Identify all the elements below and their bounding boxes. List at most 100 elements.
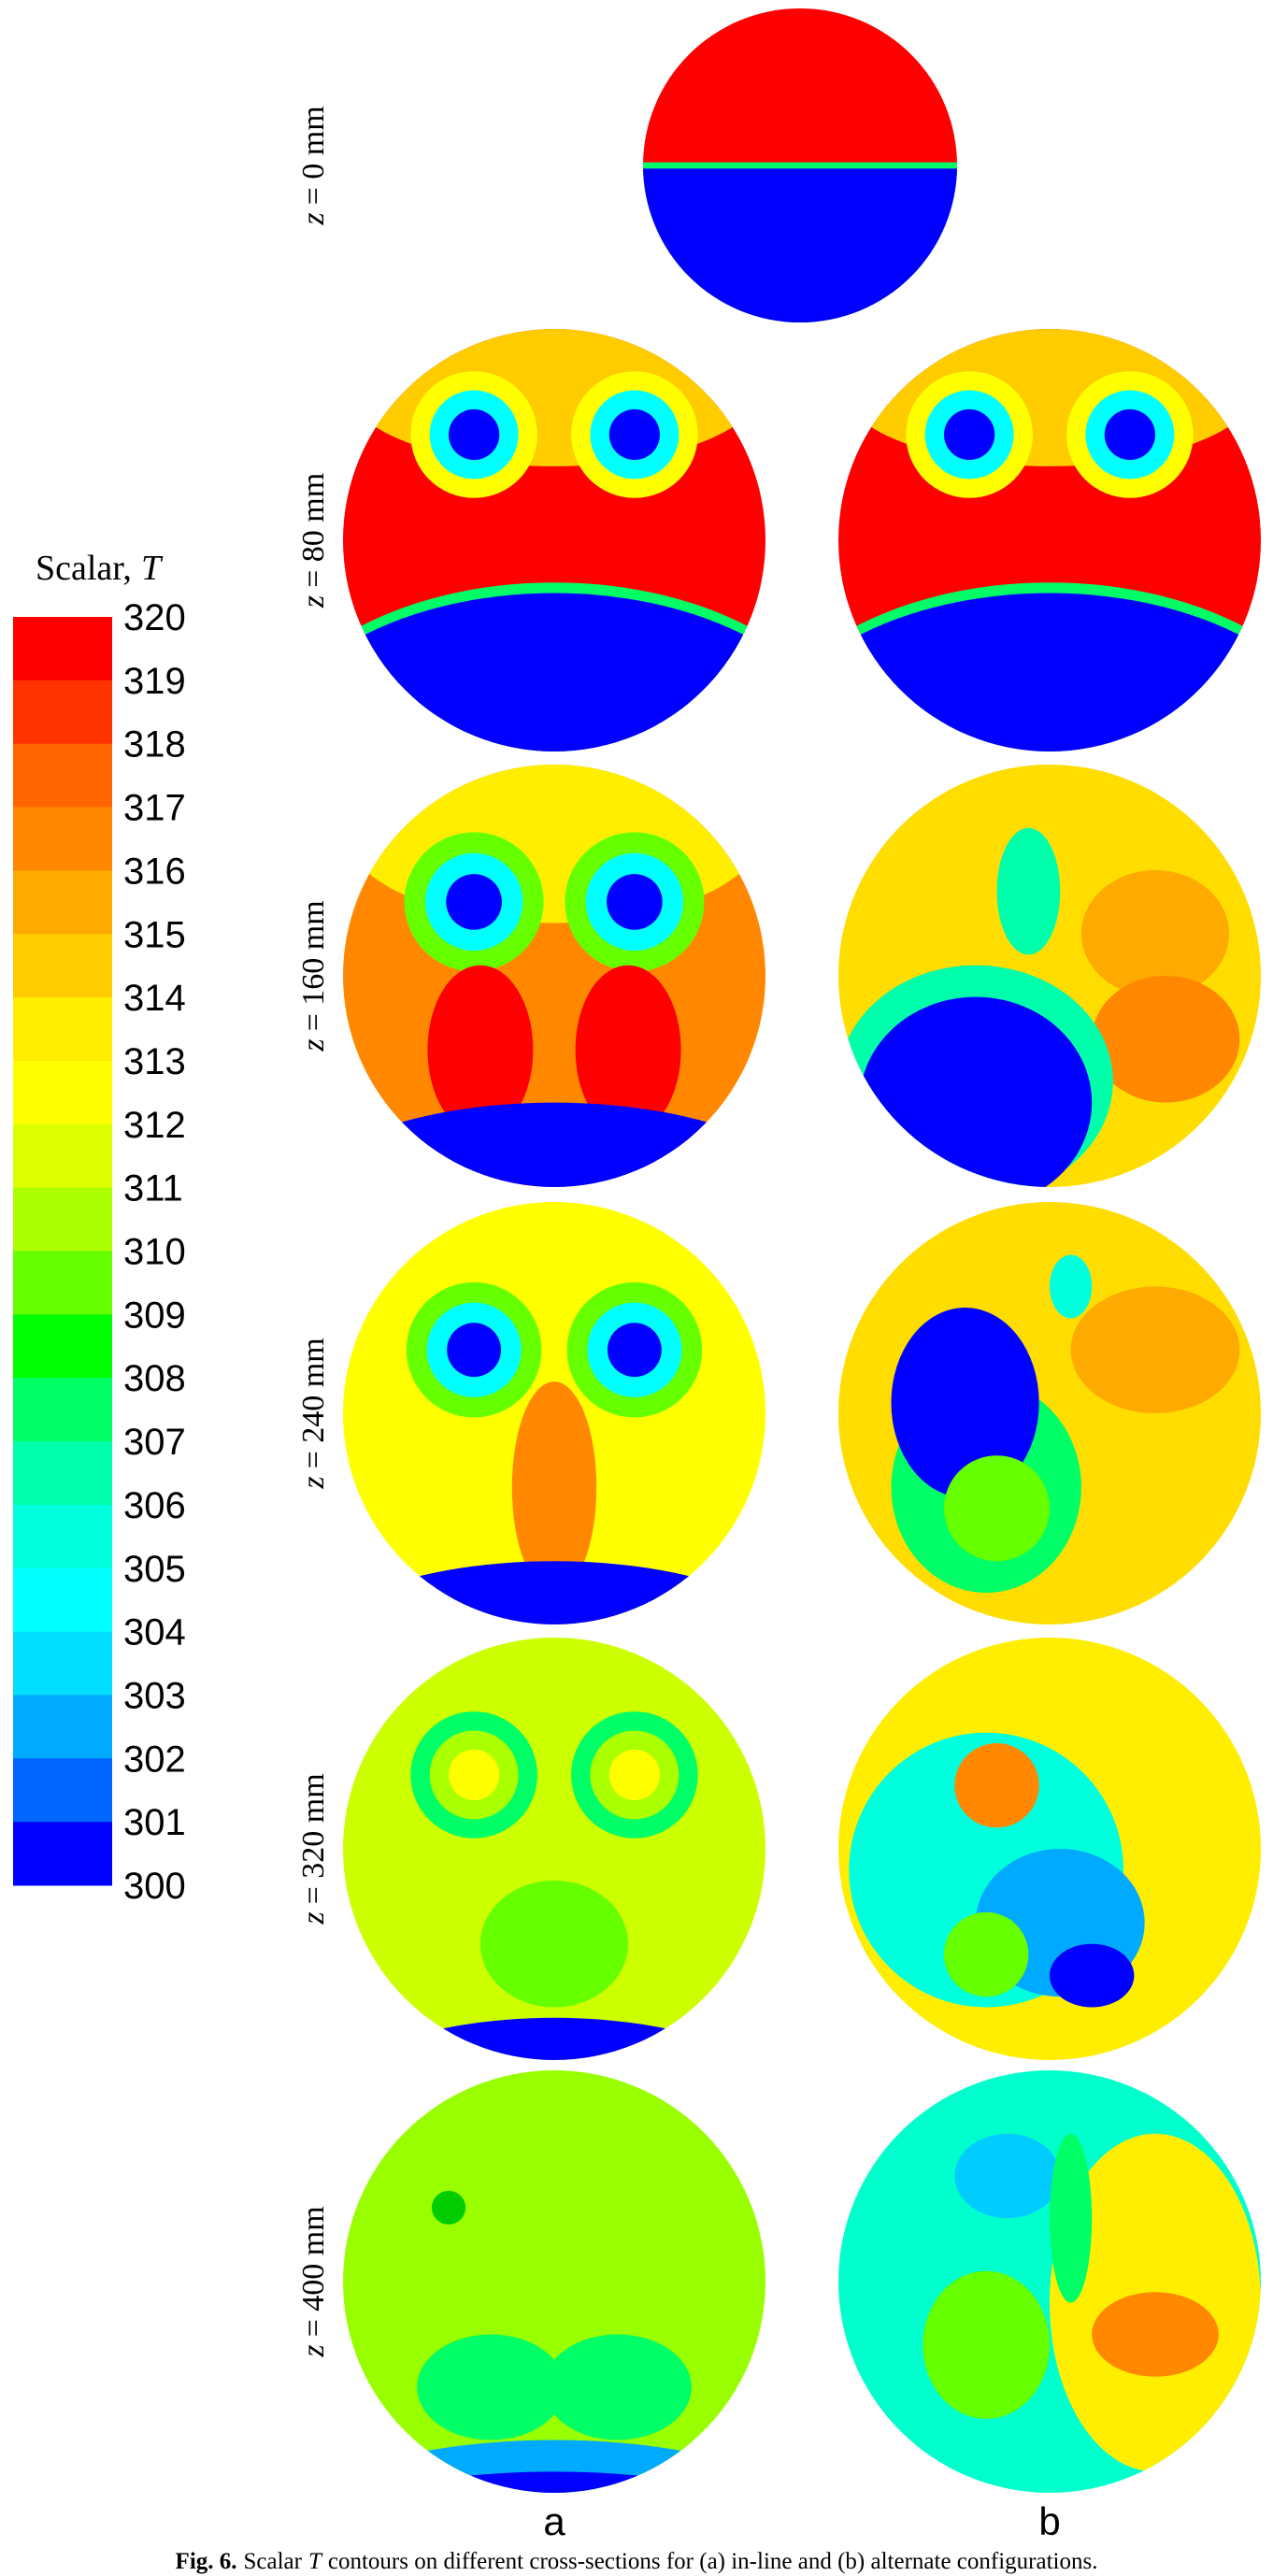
colorbar-band [13, 1567, 112, 1633]
colorbar-band [13, 1822, 112, 1886]
contour-region [449, 1749, 500, 1801]
colorbar-tick-label: 314 [123, 978, 186, 1019]
colorbar-tick-label: 316 [123, 851, 186, 892]
contour-region [449, 408, 500, 461]
colorbar-tick-label: 309 [123, 1295, 186, 1336]
contour-region [446, 874, 502, 930]
row-label-text: = 80 mm [296, 473, 331, 588]
contour-region [859, 996, 1093, 1187]
row-labels: z = 0 mm z = 80 mm z = 160 mm z = 240 mm z = 320 … [296, 106, 331, 2357]
colorbar-tick-label: 313 [123, 1041, 186, 1082]
contour-panel [838, 765, 1261, 1187]
colorbar-band [13, 1251, 112, 1315]
contour-region [1080, 870, 1230, 997]
caption-var: T [308, 2549, 323, 2574]
colorbar-band [13, 1441, 112, 1506]
colorbar-band [13, 1758, 112, 1823]
column-label: a [543, 2499, 565, 2543]
contour-region [1050, 1254, 1093, 1319]
contour-panel [838, 2070, 1261, 2493]
colorbar-tick-label: 302 [123, 1739, 186, 1780]
contour-region [608, 1749, 660, 1801]
caption-text: contours on different cross-sections for… [328, 2549, 1098, 2574]
colorbar-band [13, 1314, 112, 1379]
colorbar: 320 319 318 317 316 315 314 313 312 311 310 309 308 3… [13, 597, 186, 1907]
contour-region [1092, 976, 1240, 1103]
contour-region [431, 2190, 466, 2225]
colorbar-tick-label: 300 [123, 1866, 186, 1907]
contour-region [1092, 2292, 1219, 2377]
row-label-var: z [296, 2344, 331, 2357]
contour-region [343, 329, 765, 466]
colorbar-band [13, 617, 112, 681]
colorbar-band [13, 1631, 112, 1696]
contour-region [543, 2334, 692, 2440]
row-label-text: = 320 mm [296, 1773, 331, 1904]
row-label: z = 320 mm [296, 1773, 331, 1925]
colorbar-tick-label: 318 [123, 724, 186, 766]
colorbar-tick-label: 312 [123, 1105, 186, 1146]
row-label-text: = 0 mm [296, 106, 331, 205]
contour-region [838, 329, 1261, 466]
contour-region [954, 1743, 1039, 1828]
contour-region [447, 1323, 502, 1378]
caption-label: Fig. 6. [176, 2549, 237, 2574]
contour-region [838, 593, 1261, 751]
row-label-var: z [296, 595, 331, 608]
contour-region [417, 2334, 565, 2440]
contour-panel [838, 1638, 1261, 2060]
contour-region [996, 827, 1061, 955]
colorbar-title: Scalar, T [36, 549, 164, 588]
contour-panels [343, 8, 1261, 2493]
row-label: z = 160 mm [296, 900, 331, 1052]
colorbar-tick-label: 308 [123, 1358, 186, 1399]
colorbar-title-text: Scalar, [36, 549, 132, 588]
colorbar-band [13, 1504, 112, 1569]
contour-panel [343, 1638, 765, 2060]
colorbar-tick-label: 319 [123, 661, 186, 702]
contour-panel [643, 8, 957, 322]
contour-region [575, 965, 681, 1135]
contour-region [944, 408, 995, 461]
contour-panel [838, 1202, 1261, 1624]
row-label-var: z [296, 212, 331, 225]
colorbar-band [13, 997, 112, 1062]
colorbar-title-var: T [141, 549, 164, 588]
contour-region [891, 1308, 1039, 1498]
contour-region [427, 965, 534, 1135]
colorbar-tick-label: 317 [123, 788, 186, 829]
colorbar-tick-label: 305 [123, 1549, 186, 1590]
panel-bg [343, 2070, 765, 2493]
colorbar-tick-label: 310 [123, 1232, 186, 1273]
colorbar-band [13, 1187, 112, 1252]
row-label: z = 240 mm [296, 1338, 331, 1489]
colorbar-band [13, 807, 112, 871]
colorbar-tick-label: 301 [123, 1802, 186, 1843]
colorbar-band [13, 1123, 112, 1189]
row-label-var: z [296, 1038, 331, 1052]
contour-region [608, 408, 660, 461]
contour-region [511, 1381, 597, 1594]
contour-region [923, 2270, 1050, 2419]
row-label-text: = 160 mm [296, 900, 331, 1031]
contour-region [479, 1880, 629, 2008]
colorbar-tick-label: 307 [123, 1422, 186, 1463]
column-label: b [1038, 2499, 1060, 2543]
row-label-var: z [296, 1476, 331, 1489]
colorbar-band [13, 680, 112, 745]
colorbar-tick-label: 306 [123, 1485, 186, 1526]
colorbar-tick-label: 315 [123, 914, 186, 955]
contour-region [1070, 1286, 1240, 1413]
contour-region [944, 1455, 1050, 1562]
contour-region [1050, 1943, 1135, 2008]
colorbar-band [13, 870, 112, 935]
colorbar-band [13, 1695, 112, 1759]
contour-region [1050, 2133, 1093, 2303]
contour-region [607, 874, 663, 930]
row-label-text: = 240 mm [296, 1338, 331, 1468]
row-label: z = 80 mm [296, 473, 331, 608]
caption-text: Scalar [244, 2549, 303, 2574]
